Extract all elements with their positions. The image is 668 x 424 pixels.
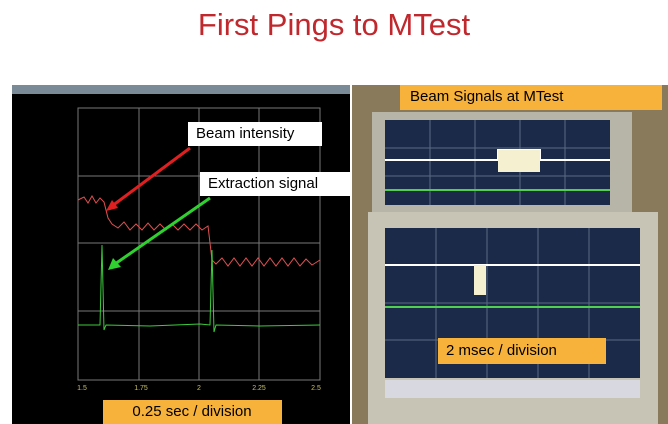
scale-label: 2 msec / division xyxy=(446,342,557,359)
x-tick-label: 2.25 xyxy=(252,385,266,392)
arrow xyxy=(114,196,211,266)
caption-box xyxy=(400,85,662,110)
window-bar xyxy=(12,85,350,94)
scope-menu xyxy=(385,380,640,398)
arrow-head xyxy=(108,258,121,270)
beam-intensity-trace xyxy=(77,194,321,267)
slide-title: First Pings to MTest xyxy=(198,7,471,42)
x-tick-label: 1.75 xyxy=(134,385,148,392)
annotation-box xyxy=(188,122,322,146)
arrow-head xyxy=(106,200,118,211)
annotation-box xyxy=(200,172,350,196)
x-tick-label: 1.5 xyxy=(77,385,87,392)
x-tick-labels: 1.5 1.75 2 2.25 2.5 xyxy=(77,385,321,392)
scope-burst xyxy=(498,150,540,172)
caption: 0.25 sec / division xyxy=(132,403,251,420)
scope-burst xyxy=(474,265,486,295)
left-screenshot: 1.5 1.75 2 2.25 2.5 Beam intensity Extra… xyxy=(12,85,350,424)
caption: Beam Signals at MTest xyxy=(410,88,564,105)
annotation: Extraction signal xyxy=(208,175,318,192)
x-tick-label: 2.5 xyxy=(311,385,321,392)
extraction-signal-trace xyxy=(78,244,321,333)
x-tick-label: 2 xyxy=(197,385,201,392)
caption-box xyxy=(103,400,282,424)
right-photo: Beam Signals at MTest 2 msec / division xyxy=(352,85,668,424)
arrow xyxy=(111,146,191,208)
annotation: Beam intensity xyxy=(196,125,295,142)
scale-box xyxy=(438,338,606,364)
scope-screen xyxy=(385,120,610,205)
plot-grid xyxy=(77,107,321,381)
